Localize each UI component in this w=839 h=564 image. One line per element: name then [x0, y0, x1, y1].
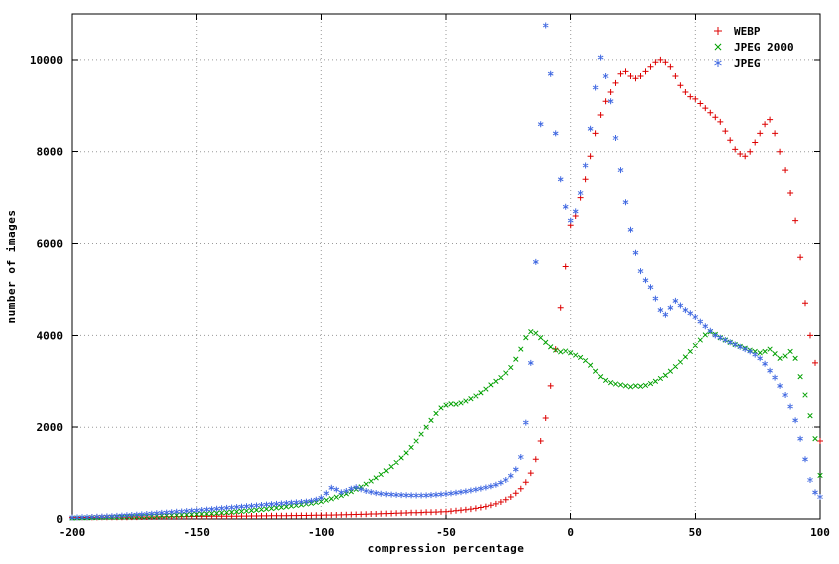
y-tick-label: 4000: [37, 329, 64, 342]
legend-marker-jpeg: [714, 59, 722, 67]
y-tick-label: 10000: [30, 54, 63, 67]
x-tick-label: 50: [689, 526, 702, 539]
legend: WEBP JPEG 2000 JPEG: [714, 25, 794, 70]
y-tick-label: 8000: [37, 146, 64, 159]
legend-item-webp: WEBP: [714, 25, 761, 38]
legend-marker-webp: [714, 27, 722, 35]
legend-item-jpeg: JPEG: [714, 57, 761, 70]
legend-label-jpeg: JPEG: [734, 57, 761, 70]
y-tick-label: 6000: [37, 238, 64, 251]
legend-item-jpeg-2000: JPEG 2000: [714, 41, 794, 54]
series-markers-jpeg: [69, 22, 823, 521]
y-tick-label: 2000: [37, 421, 64, 434]
x-tick-label: -100: [308, 526, 335, 539]
x-tick-label: -150: [183, 526, 210, 539]
series-jpeg: [69, 22, 823, 521]
x-axis-label: compression percentage: [368, 542, 525, 555]
x-tick-label: -200: [59, 526, 86, 539]
legend-label-jpeg-2000: JPEG 2000: [734, 41, 794, 54]
y-axis-label: number of images: [5, 210, 18, 324]
legend-marker-jpeg-2000: [714, 43, 722, 51]
x-tick-label: 100: [810, 526, 830, 539]
x-tick-label: -50: [436, 526, 456, 539]
legend-label-webp: WEBP: [734, 25, 761, 38]
x-tick-label: 0: [567, 526, 574, 539]
y-tick-label: 0: [56, 513, 63, 526]
